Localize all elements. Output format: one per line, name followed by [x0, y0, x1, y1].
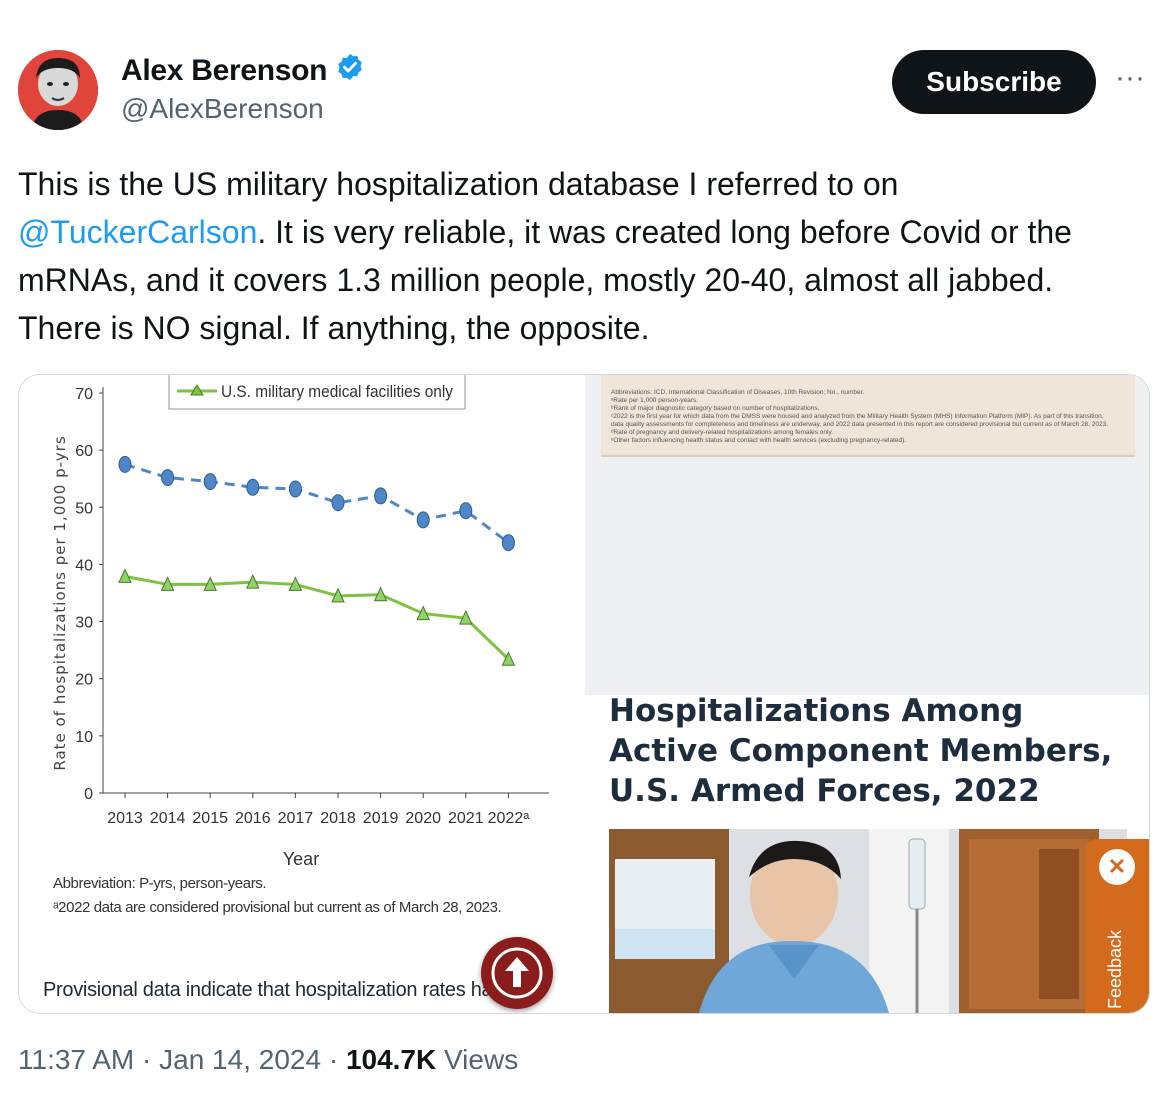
report-note-line: ᵇRank of major diagnostic category based… [611, 405, 820, 412]
y-tick-label: 60 [75, 443, 93, 460]
x-tick-label: 2018 [320, 810, 356, 827]
y-tick-label: 40 [75, 557, 93, 574]
data-point [459, 502, 473, 520]
report-note-line: ᵉOther factors influencing health status… [611, 437, 907, 444]
y-tick-label: 30 [75, 615, 93, 632]
y-tick-label: 70 [75, 386, 93, 403]
report-note-line: ᵈRate of pregnancy and delivery-related … [611, 429, 834, 436]
data-point [161, 469, 175, 487]
tweet-time[interactable]: 11:37 AM [18, 1044, 135, 1075]
data-point [416, 511, 430, 529]
series-line-1 [124, 574, 510, 661]
data-point [416, 605, 430, 621]
arrow-up-icon [491, 947, 543, 999]
data-point [374, 487, 388, 505]
report-image[interactable]: Abbreviations: ICD, International Classi… [585, 375, 1149, 1013]
nurse-photo [609, 829, 1127, 1013]
author-handle[interactable]: @AlexBerenson [121, 93, 324, 124]
chart-abbreviation-note: Abbreviation: P-yrs, person-years. [53, 875, 267, 892]
series-line-0 [124, 462, 510, 544]
x-tick-label: 2016 [235, 810, 271, 827]
chart-image[interactable]: 0 10 20 30 40 50 60 70 2013 2014 2015 2016 2017 2018 2… [19, 375, 585, 1013]
data-point [203, 473, 217, 491]
report-note-line: ᵃRate per 1,000 person-years. [611, 397, 698, 404]
data-point [160, 576, 175, 591]
tweet-text: This is the US military hospitalization … [18, 160, 1138, 352]
y-tick-label: 0 [84, 786, 93, 803]
report-note-line: ᶜ2022 is the first year for which data f… [611, 413, 1104, 420]
report-note-line: Abbreviations: ICD, International Classi… [611, 389, 865, 396]
x-tick-label: 2021 [448, 810, 484, 827]
data-point [331, 587, 345, 603]
verified-badge-icon [335, 52, 365, 90]
feedback-label[interactable]: Feedback [1105, 929, 1125, 1009]
data-point [331, 494, 345, 512]
more-options-icon[interactable]: ··· [1115, 61, 1145, 94]
media-card[interactable]: 0 10 20 30 40 50 60 70 2013 2014 2015 2016 2017 2018 2… [18, 374, 1150, 1014]
report-notes-box: Abbreviations: ICD, International Classi… [601, 375, 1135, 457]
data-point [501, 651, 516, 666]
data-point [246, 478, 260, 496]
feedback-close-icon[interactable]: ✕ [1099, 849, 1135, 885]
mention-link[interactable]: @TuckerCarlson [18, 214, 258, 250]
scroll-up-button[interactable] [481, 937, 553, 1009]
y-tick-label: 50 [75, 500, 93, 517]
data-point [118, 568, 132, 583]
data-point [501, 534, 515, 552]
tweet-text-part: . It is very reliable, it was created lo… [18, 214, 1072, 346]
x-tick-label: 2015 [192, 810, 228, 827]
legend-marker [190, 384, 204, 396]
data-point [203, 576, 217, 591]
y-tick-label: 10 [75, 729, 93, 746]
x-tick-label: 2020 [405, 810, 441, 827]
separator: · [142, 1044, 160, 1075]
avatar[interactable] [18, 50, 98, 130]
legend-label: U.S. military medical facilities only [221, 382, 453, 401]
report-title: Hospitalizations Among Active Component … [609, 693, 1113, 809]
feedback-tab[interactable]: ✕ Feedback [1085, 839, 1149, 1013]
subscribe-button[interactable]: Subscribe [892, 50, 1096, 114]
y-tick-label: 20 [75, 672, 93, 689]
data-point [288, 480, 302, 498]
data-point [373, 586, 388, 602]
data-point [118, 455, 132, 473]
x-tick-label: 2022ᵃ [488, 810, 531, 827]
x-axis-title: Year [283, 849, 319, 869]
provisional-text: Provisional data indicate that hospitali… [43, 979, 493, 1001]
author-name[interactable]: Alex Berenson [121, 54, 328, 87]
tweet-text-part: This is the US military hospitalization … [18, 166, 899, 202]
x-tick-label: 2014 [150, 810, 186, 827]
views-label: Views [444, 1044, 519, 1075]
tweet-date[interactable]: Jan 14, 2024 [159, 1044, 322, 1075]
y-axis-title: Rate of hospitalizations per 1,000 p-yrs [51, 435, 69, 770]
author-name-row[interactable]: Alex Berenson [121, 52, 365, 90]
legend-box [168, 375, 466, 410]
data-point [459, 609, 473, 625]
tweet-meta: 11:37 AM · Jan 14, 2024 · 104.7K Views [18, 1044, 518, 1076]
report-note-line: data quality assessments for completenes… [611, 421, 1109, 428]
views-count: 104.7K [345, 1044, 437, 1075]
x-tick-label: 2019 [363, 810, 399, 827]
chart-footnote: ᵃ2022 data are considered provisional bu… [53, 899, 502, 916]
data-point [288, 576, 303, 591]
data-point [246, 573, 260, 589]
x-tick-label: 2013 [107, 810, 143, 827]
line-chart: 0 10 20 30 40 50 60 70 2013 2014 2015 2016 2017 2018 2… [51, 375, 549, 869]
x-tick-label: 2017 [278, 810, 314, 827]
separator: · [328, 1044, 346, 1075]
